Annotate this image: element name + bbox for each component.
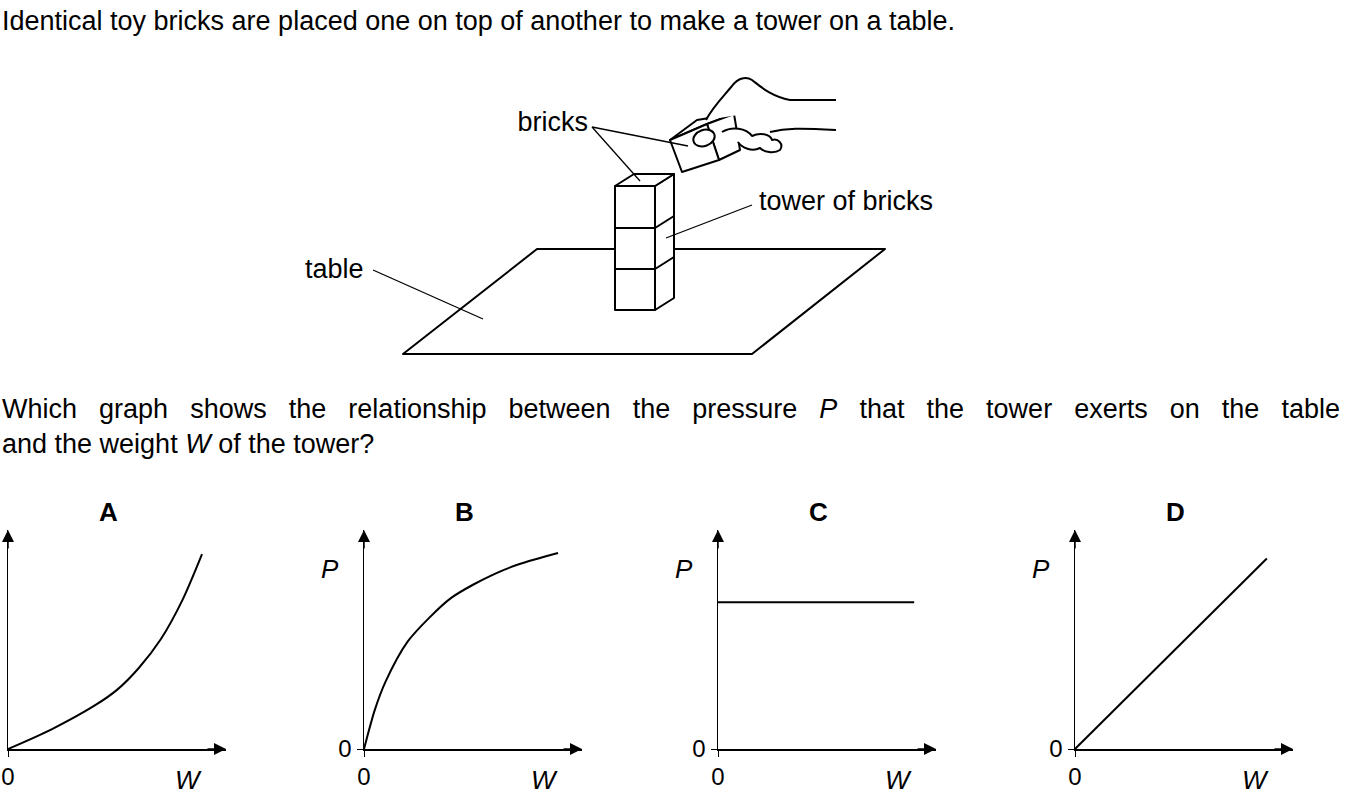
svg-text:0: 0 (338, 735, 351, 762)
svg-text:P: P (675, 554, 693, 584)
html-text:Which graph shows the relation: Which graph shows the relationship betwe… (2, 394, 1340, 424)
svg-text:0: 0 (692, 735, 705, 762)
svg-text:W: W (531, 765, 558, 795)
svg-text:W: W (175, 765, 202, 795)
html-text:Identical toy bricks are place: Identical toy bricks are placed one on t… (2, 6, 956, 36)
svg-text:D: D (1166, 497, 1185, 527)
svg-text:0: 0 (1049, 735, 1062, 762)
html-text:and the weight W of the tower?: and the weight W of the tower? (2, 429, 375, 459)
svg-text:0: 0 (357, 763, 370, 790)
svg-text:0: 0 (1, 763, 14, 790)
svg-text:W: W (885, 765, 912, 795)
svg-text:table: table (305, 254, 364, 284)
svg-text:C: C (809, 497, 828, 527)
svg-text:bricks: bricks (517, 107, 588, 137)
svg-text:A: A (99, 497, 118, 527)
svg-text:0: 0 (1068, 763, 1081, 790)
svg-text:tower of bricks: tower of bricks (759, 186, 933, 216)
svg-text:P: P (321, 554, 339, 584)
svg-text:W: W (1242, 765, 1269, 795)
svg-text:P: P (1032, 554, 1050, 584)
svg-text:B: B (455, 497, 474, 527)
svg-text:0: 0 (711, 763, 724, 790)
